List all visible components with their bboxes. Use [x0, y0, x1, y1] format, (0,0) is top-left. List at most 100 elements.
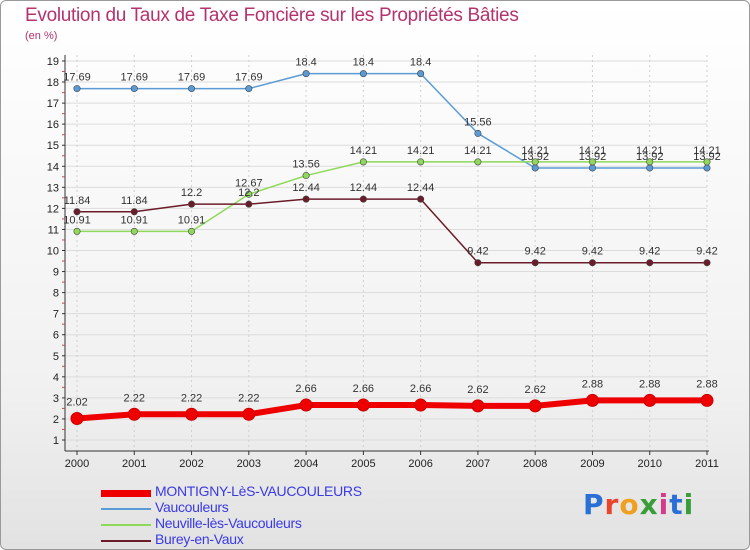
data-label: 13.92: [693, 151, 721, 163]
data-point: [245, 190, 253, 198]
x-tick-label: 2000: [65, 458, 89, 470]
x-tick-label: 2010: [637, 458, 661, 470]
data-label: 11.84: [121, 195, 148, 207]
data-point: [703, 158, 711, 166]
data-point: [474, 129, 482, 137]
data-label: 12.67: [235, 177, 263, 189]
data-label: 12.2: [238, 187, 259, 199]
data-label: 2.66: [353, 383, 374, 395]
data-point: [185, 407, 199, 421]
data-label: 17.69: [178, 72, 206, 84]
data-label: 13.92: [579, 151, 607, 163]
x-tick-label: 2006: [408, 458, 432, 470]
data-label: 17.69: [235, 72, 263, 84]
data-label: 2.62: [524, 384, 545, 396]
data-point: [356, 398, 370, 412]
legend-swatch: [101, 524, 151, 526]
y-tick-label: 10: [47, 246, 59, 258]
data-point: [242, 407, 256, 421]
data-point: [588, 164, 596, 172]
series-line: [77, 198, 707, 264]
y-tick-label: 14: [47, 161, 59, 173]
y-tick-label: 8: [53, 288, 59, 300]
data-label: 14.21: [579, 145, 607, 157]
y-tick-label: 15: [47, 140, 59, 152]
y-tick-label: 4: [53, 372, 59, 384]
data-point: [302, 195, 310, 203]
legend-label: MONTIGNY-LèS-VAUCOULEURS: [155, 483, 362, 499]
data-point: [414, 398, 428, 412]
data-label: 12.2: [181, 187, 202, 199]
y-tick-label: 17: [47, 98, 59, 110]
data-point: [700, 393, 714, 407]
data-label: 2.66: [295, 383, 316, 395]
y-tick-label: 11: [48, 224, 59, 236]
data-label: 13.56: [292, 159, 320, 171]
series-line: [77, 161, 707, 233]
data-label: 14.21: [350, 145, 378, 157]
x-tick-label: 2001: [122, 458, 146, 470]
data-point: [73, 227, 81, 235]
data-label: 2.22: [124, 392, 145, 404]
series-line: [77, 72, 707, 169]
data-point: [417, 195, 425, 203]
data-label: 18.4: [353, 57, 374, 69]
data-label: 18.4: [410, 57, 431, 69]
data-point: [417, 158, 425, 166]
data-point: [73, 85, 81, 93]
data-point: [302, 70, 310, 78]
data-point: [531, 259, 539, 267]
data-point: [588, 158, 596, 166]
y-tick-label: 12: [47, 203, 59, 215]
data-label: 12.44: [292, 182, 320, 194]
y-tick-label: 19: [47, 56, 59, 68]
data-label: 2.62: [467, 384, 488, 396]
data-label: 15.56: [464, 116, 492, 128]
legend-swatch: [101, 540, 151, 542]
data-label: 14.21: [693, 145, 721, 157]
data-label: 10.91: [63, 214, 91, 226]
x-tick-label: 2008: [523, 458, 547, 470]
data-label: 2.22: [238, 392, 259, 404]
data-point: [359, 195, 367, 203]
data-point: [531, 158, 539, 166]
y-tick-label: 6: [53, 330, 59, 342]
data-label: 2.66: [410, 383, 431, 395]
data-point: [474, 259, 482, 267]
data-point: [531, 164, 539, 172]
y-tick-label: 9: [53, 267, 59, 279]
data-label: 11.84: [64, 195, 91, 207]
data-label: 9.42: [524, 246, 545, 258]
data-point: [703, 164, 711, 172]
data-point: [245, 200, 253, 208]
data-label: 14.21: [464, 145, 492, 157]
data-label: 13.92: [521, 151, 549, 163]
data-point: [528, 399, 542, 413]
series-line: [76, 397, 707, 422]
data-point: [73, 208, 81, 216]
data-point: [245, 85, 253, 93]
data-label: 17.69: [121, 72, 149, 84]
data-point: [130, 227, 138, 235]
data-point: [359, 158, 367, 166]
x-tick-label: 2011: [695, 458, 719, 470]
data-point: [646, 158, 654, 166]
data-label: 18.4: [295, 57, 316, 69]
data-label: 2.22: [181, 392, 202, 404]
x-tick-label: 2005: [351, 458, 375, 470]
y-tick-label: 3: [53, 393, 59, 405]
data-point: [359, 70, 367, 78]
data-point: [299, 398, 313, 412]
legend-label: Neuville-lès-Vaucouleurs: [155, 515, 302, 531]
y-tick-label: 18: [47, 77, 59, 89]
data-point: [474, 158, 482, 166]
data-label: 2.88: [582, 378, 603, 390]
data-point: [70, 412, 84, 426]
data-point: [127, 407, 141, 421]
data-label: 2.88: [696, 378, 717, 390]
legend-swatch: [101, 489, 151, 497]
data-label: 14.21: [521, 145, 549, 157]
y-tick-label: 7: [53, 309, 59, 321]
y-tick-label: 2: [53, 414, 59, 426]
